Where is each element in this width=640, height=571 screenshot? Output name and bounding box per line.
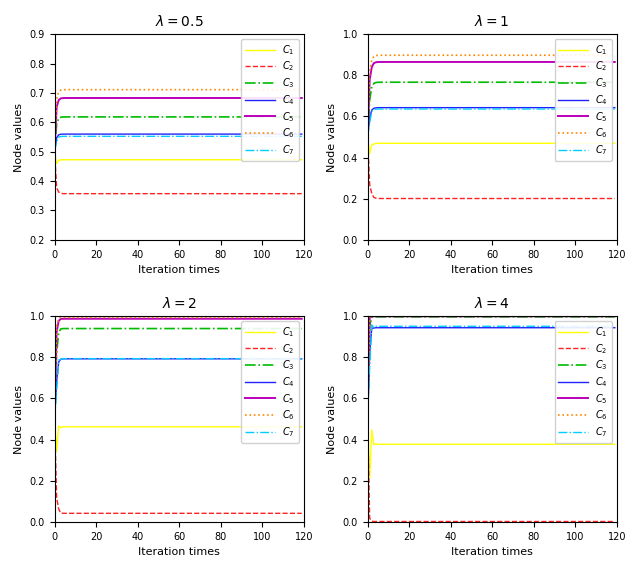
Legend: $C_1$, $C_2$, $C_3$, $C_4$, $C_5$, $C_6$, $C_7$: $C_1$, $C_2$, $C_3$, $C_4$, $C_5$, $C_6$…	[241, 39, 299, 161]
Title: $\lambda =0.5$: $\lambda =0.5$	[155, 14, 204, 29]
Legend: $C_1$, $C_2$, $C_3$, $C_4$, $C_5$, $C_6$, $C_7$: $C_1$, $C_2$, $C_3$, $C_4$, $C_5$, $C_6$…	[554, 321, 612, 443]
Y-axis label: Node values: Node values	[14, 103, 24, 171]
Legend: $C_1$, $C_2$, $C_3$, $C_4$, $C_5$, $C_6$, $C_7$: $C_1$, $C_2$, $C_3$, $C_4$, $C_5$, $C_6$…	[241, 321, 299, 443]
X-axis label: Iteration times: Iteration times	[138, 547, 220, 557]
X-axis label: Iteration times: Iteration times	[451, 265, 533, 275]
X-axis label: Iteration times: Iteration times	[138, 265, 220, 275]
X-axis label: Iteration times: Iteration times	[451, 547, 533, 557]
Legend: $C_1$, $C_2$, $C_3$, $C_4$, $C_5$, $C_6$, $C_7$: $C_1$, $C_2$, $C_3$, $C_4$, $C_5$, $C_6$…	[554, 39, 612, 161]
Title: $\lambda =1$: $\lambda =1$	[474, 14, 510, 29]
Y-axis label: Node values: Node values	[14, 384, 24, 453]
Y-axis label: Node values: Node values	[327, 103, 337, 171]
Y-axis label: Node values: Node values	[327, 384, 337, 453]
Title: $\lambda =2$: $\lambda =2$	[161, 296, 196, 311]
Title: $\lambda =4$: $\lambda =4$	[474, 296, 510, 311]
